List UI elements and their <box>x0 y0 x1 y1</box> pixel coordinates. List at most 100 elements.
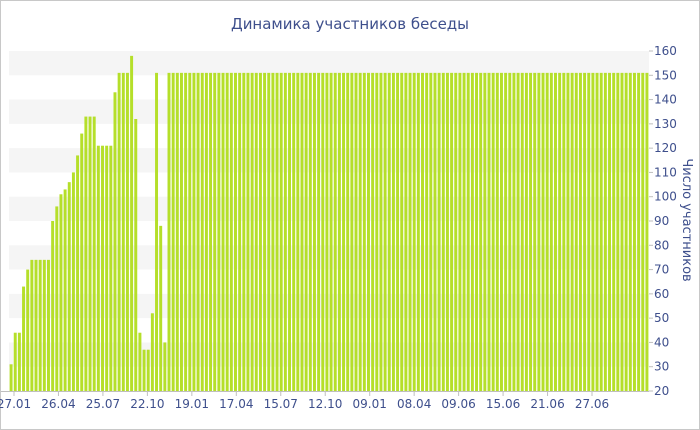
bar <box>101 145 104 391</box>
bar <box>479 72 483 392</box>
bar <box>17 332 21 391</box>
bar <box>342 72 346 392</box>
bar <box>612 72 616 392</box>
bar <box>504 72 508 392</box>
bar <box>637 72 641 392</box>
bar <box>171 72 175 392</box>
bar <box>179 72 183 392</box>
bar <box>142 349 146 391</box>
bar <box>26 269 30 391</box>
y-tick-label: 120 <box>654 141 677 155</box>
bar <box>234 72 237 392</box>
bar <box>163 342 167 391</box>
bar <box>375 72 379 392</box>
bar <box>632 72 636 392</box>
bar <box>545 72 549 392</box>
bar <box>433 72 437 392</box>
bar <box>508 72 512 392</box>
bar <box>138 332 142 391</box>
bar <box>308 72 312 392</box>
bar <box>292 72 296 392</box>
bar <box>583 72 587 392</box>
bar <box>641 72 645 392</box>
bar <box>22 286 26 391</box>
bar <box>333 72 337 392</box>
bar <box>63 189 67 391</box>
bar <box>105 145 109 391</box>
y-tick-label: 20 <box>654 384 669 398</box>
y-tick-label: 50 <box>654 311 669 325</box>
bar <box>267 72 271 392</box>
bar <box>454 72 458 392</box>
y-tick-label: 70 <box>654 263 669 277</box>
bar <box>549 72 553 392</box>
grid-bands <box>9 51 649 367</box>
bar <box>125 72 129 392</box>
bar <box>275 72 279 392</box>
grid-band <box>9 196 649 221</box>
bar <box>167 72 171 392</box>
bar <box>624 72 628 392</box>
y-axis-ticks: 20 30 40 50 60 70 80 90 100 110 120 130 140 150 160 <box>649 44 677 398</box>
bar <box>9 364 13 391</box>
x-tick-label: 08.04 <box>397 397 431 411</box>
bar <box>416 72 420 392</box>
bar <box>296 72 300 392</box>
bar <box>30 259 34 391</box>
bar <box>603 72 607 392</box>
bar <box>645 72 649 392</box>
bar <box>620 72 624 392</box>
bar <box>429 72 433 392</box>
bar <box>491 72 495 392</box>
bar <box>541 72 545 392</box>
bar <box>599 72 603 392</box>
y-tick-label: 100 <box>654 190 677 204</box>
x-tick-label: 19.01 <box>175 397 209 411</box>
bar <box>155 72 159 392</box>
bar <box>512 72 516 392</box>
bar <box>34 259 38 391</box>
y-tick-label: 60 <box>654 287 669 301</box>
bar <box>578 72 582 392</box>
bar <box>117 72 121 392</box>
chart-title: Динамика участников беседы <box>231 15 469 33</box>
bar <box>387 72 391 392</box>
y-tick-label: 150 <box>654 68 677 82</box>
grid-band <box>9 51 649 76</box>
bar <box>475 72 479 392</box>
bar <box>288 72 291 392</box>
y-tick-label: 110 <box>654 165 677 179</box>
bar <box>383 72 387 392</box>
bar <box>96 145 100 391</box>
x-tick-label: 09.06 <box>441 397 475 411</box>
bar <box>329 72 333 392</box>
bar <box>84 116 88 391</box>
bar <box>346 72 350 392</box>
bar <box>337 72 341 392</box>
bar <box>121 72 125 392</box>
bar <box>51 221 55 391</box>
bar <box>529 72 533 392</box>
bar <box>300 72 304 392</box>
bar <box>358 72 362 392</box>
x-tick-label: 15.06 <box>486 397 520 411</box>
bar <box>317 72 321 392</box>
bar <box>462 72 466 392</box>
bar <box>558 72 562 392</box>
bar <box>495 72 499 392</box>
bar <box>616 72 620 392</box>
bar <box>458 72 462 392</box>
bar <box>379 72 383 392</box>
bar <box>283 72 287 392</box>
y-tick-label: 40 <box>654 335 669 349</box>
bar <box>130 55 134 392</box>
x-tick-label: 26.04 <box>41 397 75 411</box>
bar <box>217 72 221 392</box>
bar <box>38 259 42 391</box>
bar <box>516 72 520 392</box>
bar <box>400 72 404 392</box>
bar <box>350 72 354 392</box>
bar <box>487 72 491 392</box>
grid-band <box>9 148 649 173</box>
bar <box>304 72 308 392</box>
